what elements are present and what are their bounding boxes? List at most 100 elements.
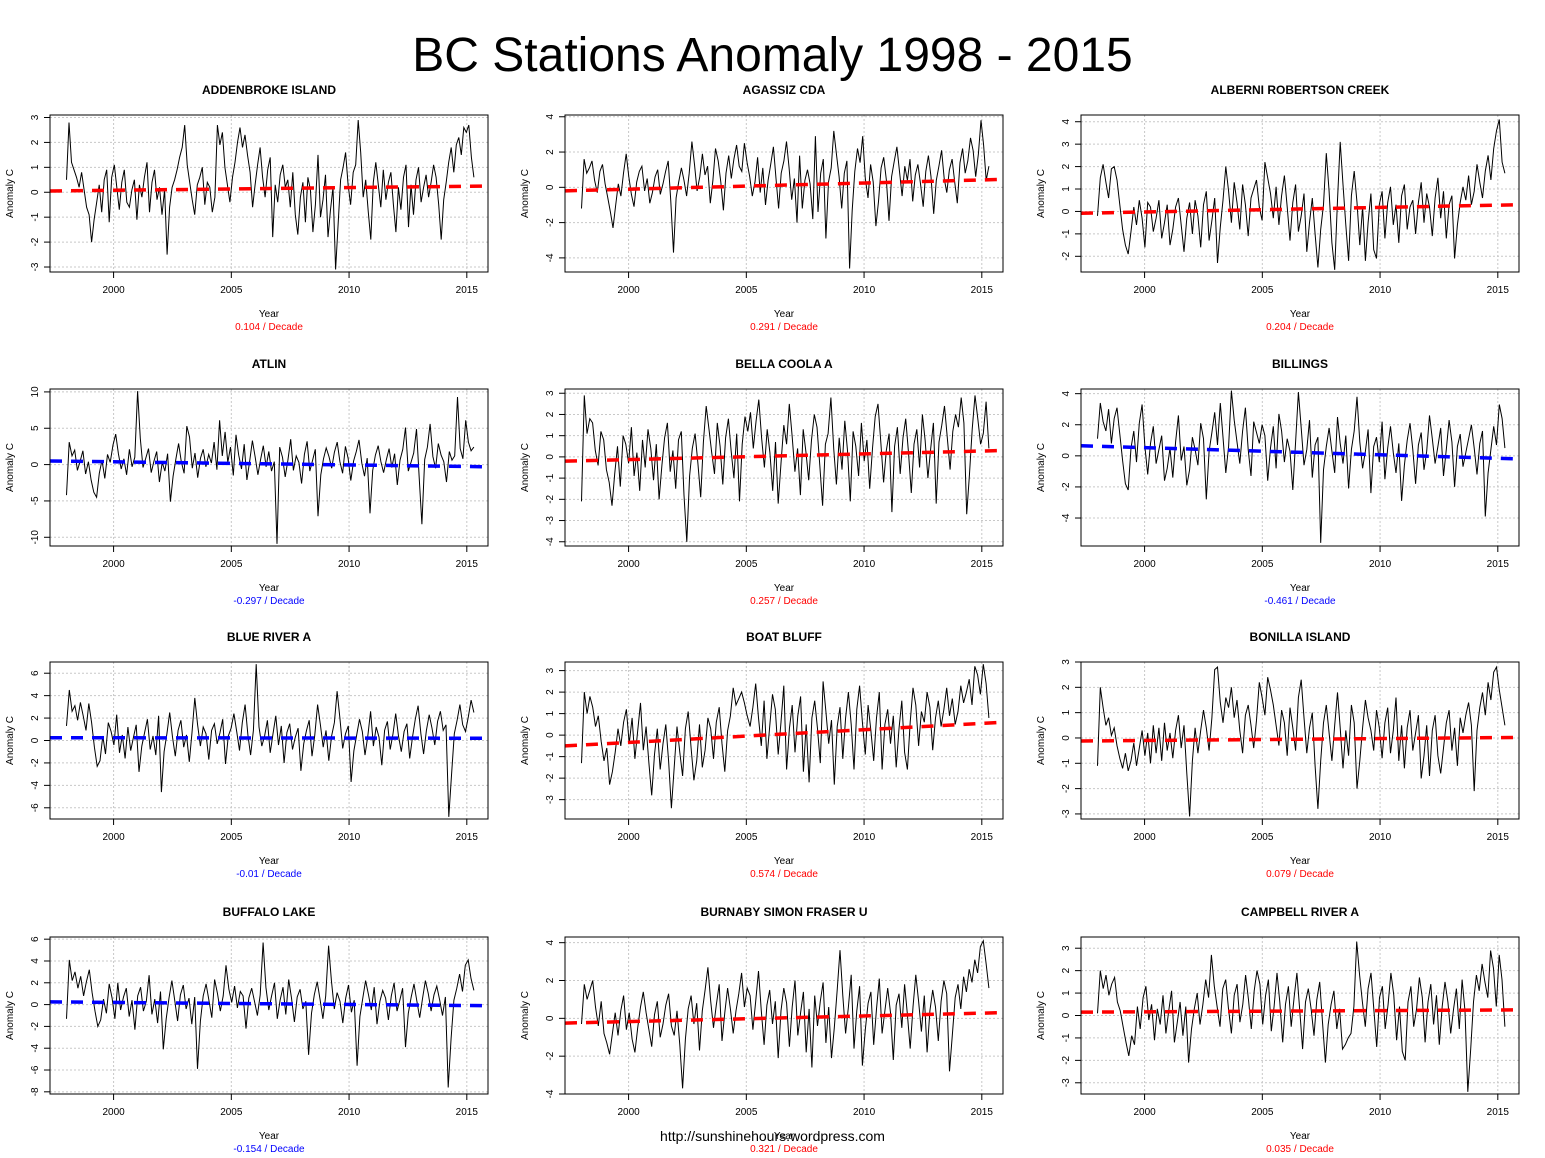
y-tick-label: 10 <box>30 386 41 398</box>
x-tick-label: 2005 <box>1251 559 1274 570</box>
y-tick-label: 2 <box>1061 163 1072 169</box>
x-tick-label: 2005 <box>1251 1107 1274 1118</box>
y-tick-label: -2 <box>30 758 41 767</box>
x-tick-label: 2010 <box>338 1107 361 1118</box>
trend-rate-label: 0.035 / Decade <box>1266 1144 1334 1155</box>
anomaly-series-line <box>66 942 475 1088</box>
y-tick-label: -2 <box>545 1051 556 1060</box>
y-tick-label: 3 <box>545 390 556 396</box>
chart-title: BURNABY SIMON FRASER U <box>700 905 867 919</box>
chart-title: BOAT BLUFF <box>746 630 822 644</box>
y-tick-label: 6 <box>30 936 41 942</box>
x-tick-label: 2010 <box>1369 832 1392 843</box>
x-tick-label: 2000 <box>102 832 125 843</box>
anomaly-series-line <box>1097 941 1506 1092</box>
x-tick-label: 2000 <box>1133 285 1156 296</box>
y-tick-label: -4 <box>545 253 556 262</box>
y-tick-label: -10 <box>30 530 41 545</box>
source-watermark: http://sunshinehours.wordpress.com <box>660 1128 885 1144</box>
y-axis-label: Anomaly C <box>520 169 531 218</box>
plot-frame <box>564 936 1004 1095</box>
y-tick-label: 1 <box>1061 990 1072 996</box>
x-tick-label: 2010 <box>1369 559 1392 570</box>
y-tick-label: 2 <box>545 689 556 695</box>
chart-title: ATLIN <box>252 357 286 371</box>
x-axis-label: Year <box>1290 309 1311 320</box>
y-tick-label: -1 <box>1061 229 1072 238</box>
y-tick-label: 2 <box>545 411 556 417</box>
y-tick-label: 3 <box>1061 945 1072 951</box>
x-tick-label: 2015 <box>1487 285 1510 296</box>
station-chart: BONILLA ISLAND 2000 2005 2010 2015 -3 -2 -1 0 1 2 3… <box>1036 630 1520 880</box>
x-axis-label: Year <box>259 583 280 594</box>
trend-line <box>49 1000 489 1008</box>
y-tick-label: 1 <box>1061 709 1072 715</box>
x-axis-label: Year <box>1290 1131 1311 1142</box>
anomaly-series-line <box>66 391 475 544</box>
anomaly-series-line <box>581 120 990 269</box>
x-tick-label: 2015 <box>971 559 994 570</box>
trend-rate-label: 0.104 / Decade <box>235 322 303 333</box>
y-tick-label: -8 <box>30 1087 41 1096</box>
y-axis-label: Anomaly C <box>1036 716 1047 765</box>
y-tick-label: 3 <box>1061 659 1072 665</box>
x-tick-label: 2015 <box>456 285 479 296</box>
y-axis-label: Anomaly C <box>1036 169 1047 218</box>
trend-rate-label: 0.291 / Decade <box>750 322 818 333</box>
station-chart: ALBERNI ROBERTSON CREEK 2000 2005 2010 2015 -… <box>1036 83 1520 333</box>
chart-title: CAMPBELL RIVER A <box>1241 905 1359 919</box>
anomaly-series-line <box>581 395 990 542</box>
x-tick-label: 2005 <box>1251 285 1274 296</box>
y-tick-label: -2 <box>545 218 556 227</box>
x-tick-label: 2000 <box>102 1107 125 1118</box>
anomaly-series-line <box>1097 390 1506 543</box>
y-tick-label: 2 <box>545 977 556 983</box>
x-tick-label: 2010 <box>853 832 876 843</box>
y-axis-label: Anomaly C <box>520 443 531 492</box>
y-axis-label: Anomaly C <box>5 716 16 765</box>
x-tick-label: 2000 <box>617 285 640 296</box>
y-tick-label: 5 <box>30 425 41 431</box>
x-axis-label: Year <box>774 309 795 320</box>
x-tick-label: 2010 <box>338 559 361 570</box>
y-tick-label: 0 <box>1061 735 1072 741</box>
y-tick-label: -1 <box>545 473 556 482</box>
y-tick-label: 0 <box>1061 453 1072 459</box>
x-tick-label: 2000 <box>617 1107 640 1118</box>
x-tick-label: 2015 <box>971 285 994 296</box>
x-axis-label: Year <box>774 856 795 867</box>
y-axis-label: Anomaly C <box>5 991 16 1040</box>
y-tick-label: -2 <box>1061 482 1072 491</box>
y-tick-label: -1 <box>1061 758 1072 767</box>
x-tick-label: 2000 <box>1133 832 1156 843</box>
y-tick-label: -3 <box>545 795 556 804</box>
y-tick-label: 4 <box>1061 390 1072 396</box>
plot-frame <box>564 388 1004 547</box>
y-tick-label: 1 <box>30 164 41 170</box>
y-axis-label: Anomaly C <box>5 169 16 218</box>
chart-title: BILLINGS <box>1272 357 1328 371</box>
x-tick-label: 2015 <box>971 1107 994 1118</box>
y-tick-label: 4 <box>545 114 556 120</box>
y-tick-label: 2 <box>30 715 41 721</box>
y-tick-label: 3 <box>545 667 556 673</box>
y-axis-label: Anomaly C <box>1036 443 1047 492</box>
y-tick-label: -5 <box>30 496 41 505</box>
x-tick-label: 2015 <box>456 1107 479 1118</box>
trend-rate-label: 0.321 / Decade <box>750 1144 818 1155</box>
trend-line <box>1080 1008 1520 1014</box>
y-tick-label: 3 <box>1061 141 1072 147</box>
y-tick-label: -2 <box>30 1022 41 1031</box>
y-tick-label: 6 <box>30 670 41 676</box>
trend-line <box>49 459 489 469</box>
y-tick-label: 2 <box>30 980 41 986</box>
y-tick-label: 1 <box>545 710 556 716</box>
y-tick-label: 2 <box>545 149 556 155</box>
y-tick-label: 0 <box>545 454 556 460</box>
anomaly-series-line <box>1097 119 1506 270</box>
trend-rate-label: -0.01 / Decade <box>236 869 302 880</box>
y-tick-label: -4 <box>545 1089 556 1098</box>
trend-line <box>564 1010 1004 1025</box>
x-axis-label: Year <box>774 583 795 594</box>
